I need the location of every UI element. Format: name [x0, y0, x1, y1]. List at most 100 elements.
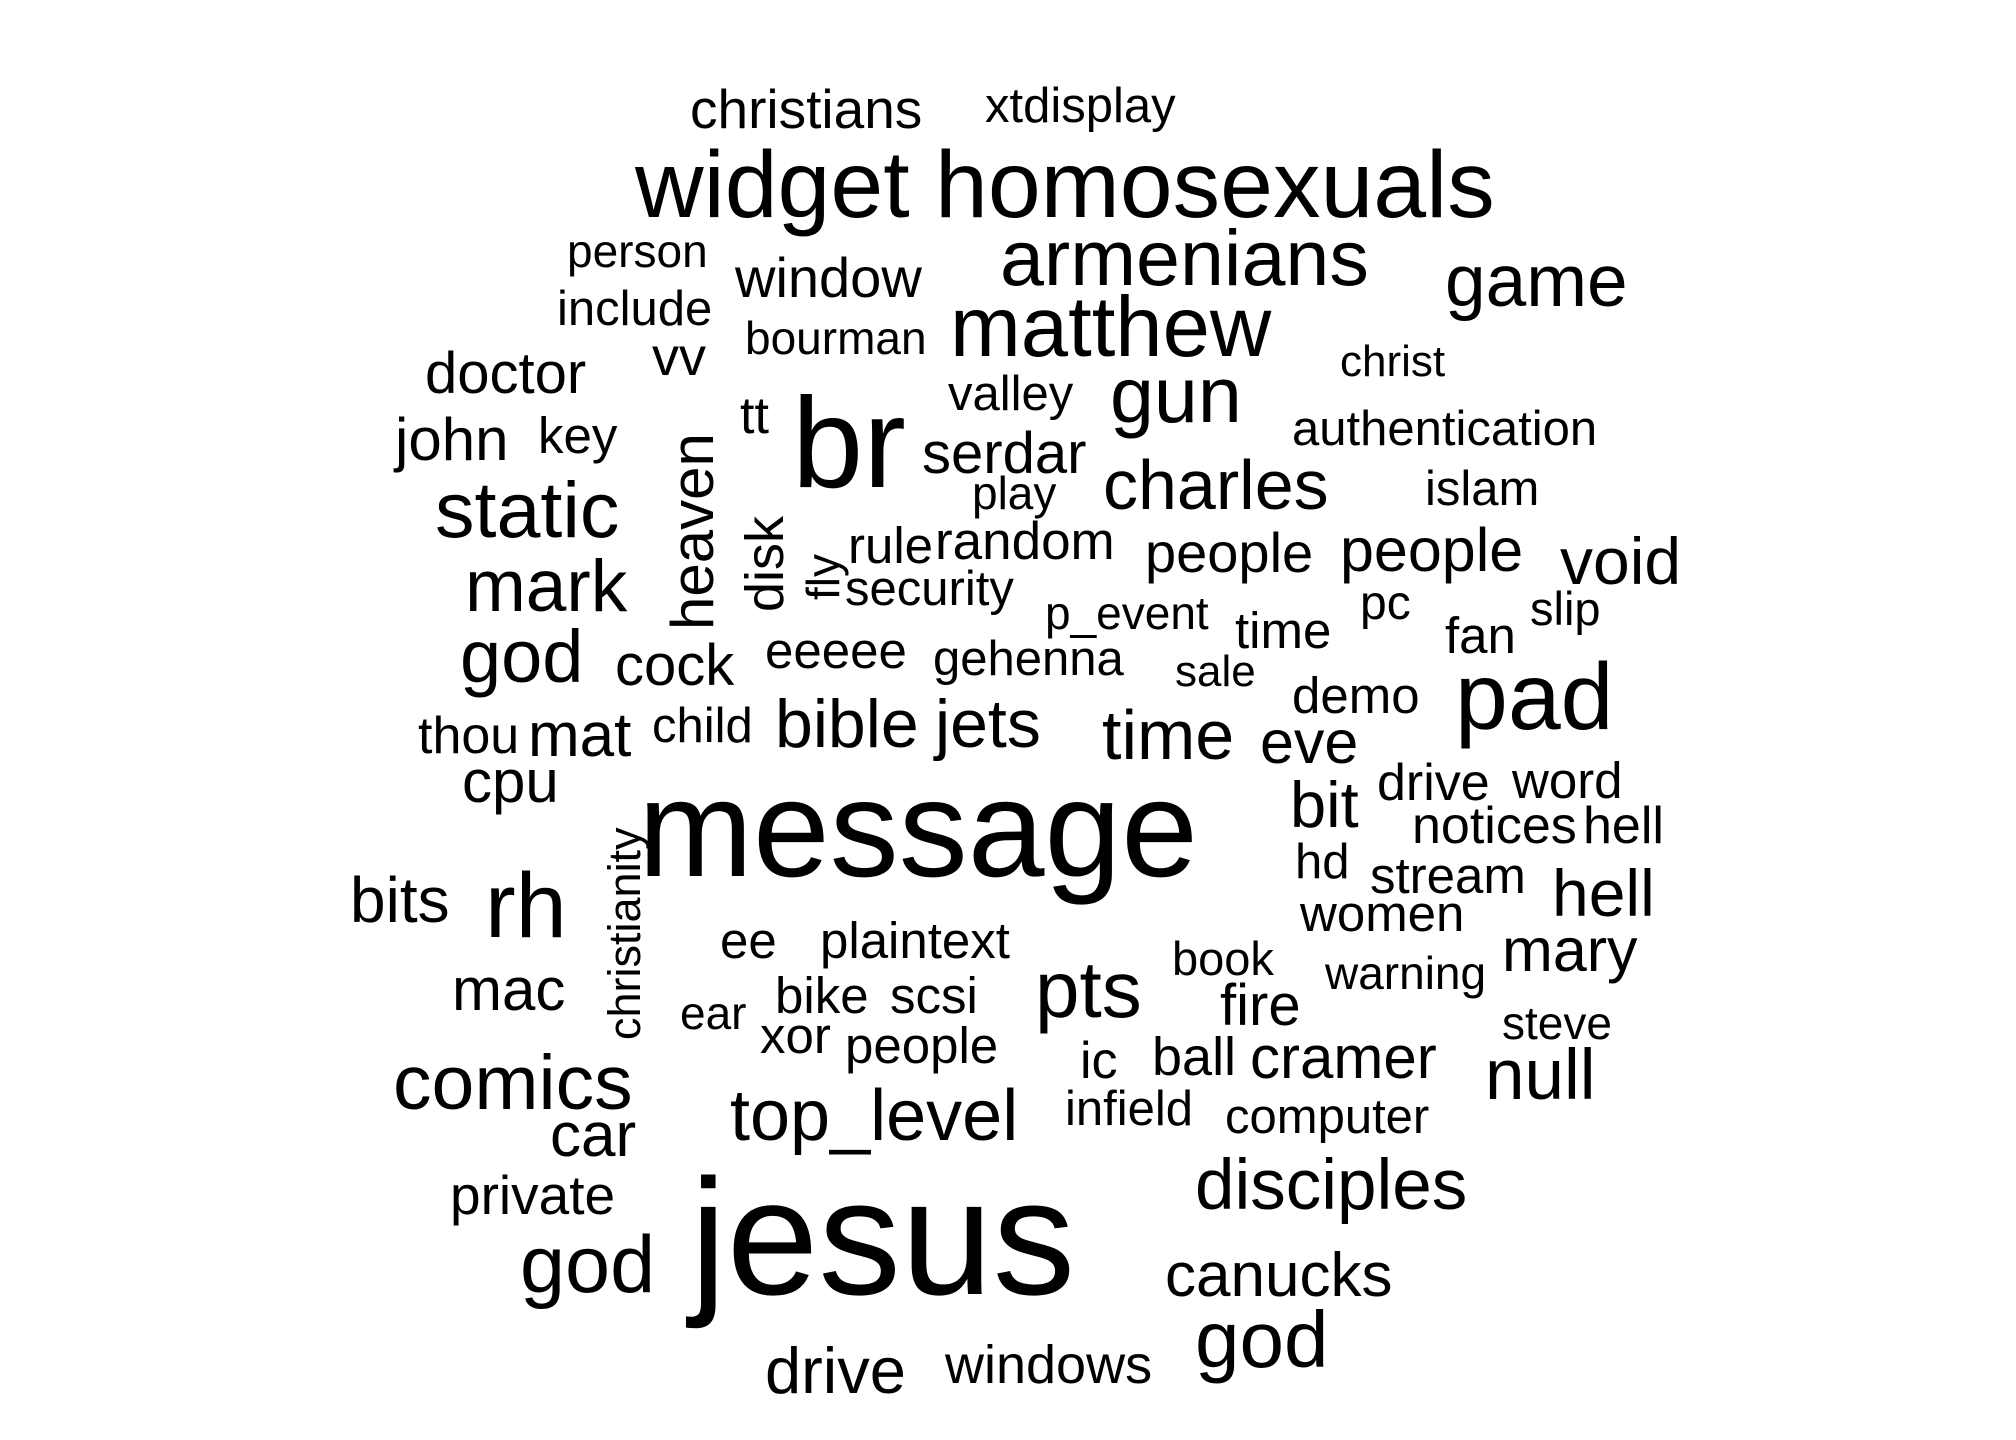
- cloud-word-40: fan: [1445, 607, 1516, 664]
- cloud-word-71: book: [1172, 932, 1274, 985]
- cloud-word-62: christianity: [599, 827, 650, 1040]
- cloud-word-3: homosexuals: [935, 132, 1495, 238]
- cloud-word-59: message: [638, 752, 1198, 906]
- cloud-word-57: word: [1512, 752, 1623, 809]
- cloud-word-15: valley: [948, 367, 1074, 421]
- cloud-word-79: ear: [680, 987, 747, 1039]
- cloud-word-20: br: [792, 372, 906, 515]
- cloud-word-61: hell: [1583, 797, 1664, 855]
- cloud-word-26: play: [972, 467, 1057, 519]
- cloud-word-64: stream: [1370, 847, 1526, 904]
- cloud-word-84: ball: [1152, 1027, 1237, 1087]
- cloud-word-56: drive: [1377, 754, 1490, 812]
- cloud-word-4: armenians: [1000, 213, 1369, 302]
- cloud-word-90: computer: [1225, 1090, 1430, 1144]
- cloud-word-70: plaintext: [820, 912, 1010, 969]
- cloud-word-10: bourman: [745, 312, 927, 364]
- cloud-word-24: islam: [1425, 462, 1540, 516]
- cloud-word-92: disciples: [1195, 1146, 1468, 1225]
- cloud-word-87: null: [1485, 1036, 1596, 1115]
- cloud-word-46: pad: [1455, 644, 1614, 750]
- cloud-word-63: hd: [1295, 835, 1350, 889]
- cloud-word-82: people: [845, 1017, 999, 1074]
- cloud-word-98: windows: [945, 1335, 1153, 1395]
- cloud-word-97: god: [1195, 1295, 1329, 1384]
- cloud-word-18: john: [395, 406, 509, 473]
- cloud-word-34: fly: [797, 554, 849, 600]
- cloud-word-72: mary: [1502, 916, 1638, 984]
- cloud-word-9: matthew: [950, 280, 1272, 375]
- cloud-word-13: doctor: [425, 341, 587, 406]
- cloud-word-80: steve: [1502, 997, 1612, 1049]
- cloud-word-28: random: [935, 512, 1115, 571]
- cloud-word-41: god: [460, 615, 584, 698]
- cloud-word-5: game: [1445, 241, 1628, 322]
- cloud-word-38: slip: [1530, 582, 1601, 635]
- cloud-word-14: gun: [1110, 350, 1242, 439]
- cloud-word-69: ee: [720, 912, 777, 969]
- cloud-word-76: bike: [775, 967, 869, 1024]
- cloud-word-45: sale: [1175, 647, 1256, 696]
- cloud-word-89: top_level: [730, 1076, 1019, 1156]
- cloud-word-67: hell: [1552, 856, 1655, 930]
- cloud-word-47: demo: [1292, 667, 1420, 724]
- cloud-word-7: window: [735, 246, 922, 309]
- cloud-word-58: bit: [1290, 768, 1359, 841]
- cloud-word-52: jets: [935, 686, 1041, 762]
- cloud-word-32: void: [1560, 524, 1682, 598]
- cloud-word-49: mat: [528, 701, 632, 770]
- cloud-word-66: rh: [485, 855, 567, 957]
- cloud-word-51: bible: [775, 686, 919, 762]
- cloud-word-35: security: [845, 562, 1014, 616]
- cloud-word-37: pc: [1360, 577, 1411, 630]
- cloud-word-88: infield: [1065, 1082, 1194, 1136]
- cloud-word-86: comics: [393, 1040, 633, 1126]
- cloud-word-55: cpu: [462, 748, 559, 815]
- cloud-word-77: scsi: [890, 967, 978, 1024]
- cloud-word-60: notices: [1412, 797, 1577, 855]
- cloud-word-17: authentication: [1292, 402, 1598, 456]
- cloud-word-96: canucks: [1165, 1241, 1393, 1310]
- cloud-word-93: private: [450, 1164, 616, 1226]
- cloud-word-39: time: [1235, 602, 1332, 659]
- cloud-word-23: charles: [1103, 446, 1329, 524]
- cloud-word-11: vv: [652, 327, 706, 387]
- cloud-word-73: warning: [1325, 947, 1487, 999]
- cloud-word-0: christians: [690, 78, 923, 140]
- cloud-word-19: key: [538, 407, 618, 464]
- cloud-word-81: xor: [760, 1007, 831, 1064]
- cloud-word-27: disk: [735, 515, 795, 612]
- cloud-word-21: serdar: [922, 421, 1087, 486]
- cloud-word-85: cramer: [1250, 1024, 1437, 1091]
- cloud-word-6: person: [567, 225, 708, 277]
- cloud-word-43: cock: [615, 633, 735, 698]
- cloud-word-30: people: [1145, 521, 1314, 584]
- cloud-word-65: bits: [350, 864, 450, 936]
- cloud-word-22: heaven: [659, 433, 726, 630]
- cloud-word-83: ic: [1080, 1032, 1118, 1090]
- cloud-word-95: god: [520, 1220, 656, 1310]
- cloud-word-68: women: [1300, 885, 1465, 942]
- cloud-word-54: eve: [1260, 708, 1359, 776]
- cloud-word-91: car: [550, 1101, 637, 1170]
- cloud-word-2: widget: [635, 132, 910, 238]
- cloud-word-42: eeeee: [765, 622, 907, 679]
- cloud-word-74: mac: [452, 956, 566, 1023]
- cloud-word-25: static: [435, 465, 620, 554]
- cloud-word-16: tt: [740, 387, 769, 445]
- cloud-word-1: xtdisplay: [985, 79, 1176, 133]
- cloud-word-31: people: [1340, 516, 1524, 584]
- cloud-word-48: thou: [418, 707, 520, 765]
- cloud-word-12: christ: [1340, 337, 1446, 386]
- cloud-word-33: mark: [465, 546, 628, 627]
- cloud-word-8: include: [557, 282, 713, 336]
- cloud-word-99: drive: [765, 1334, 906, 1407]
- cloud-word-36: p_event: [1045, 587, 1209, 639]
- cloud-word-94: jesus: [690, 1145, 1076, 1329]
- cloud-word-78: fire: [1220, 973, 1301, 1038]
- cloud-word-50: child: [652, 699, 753, 753]
- cloud-word-44: gehenna: [933, 632, 1124, 686]
- cloud-word-75: pts: [1035, 945, 1142, 1034]
- cloud-word-53: time: [1102, 696, 1235, 774]
